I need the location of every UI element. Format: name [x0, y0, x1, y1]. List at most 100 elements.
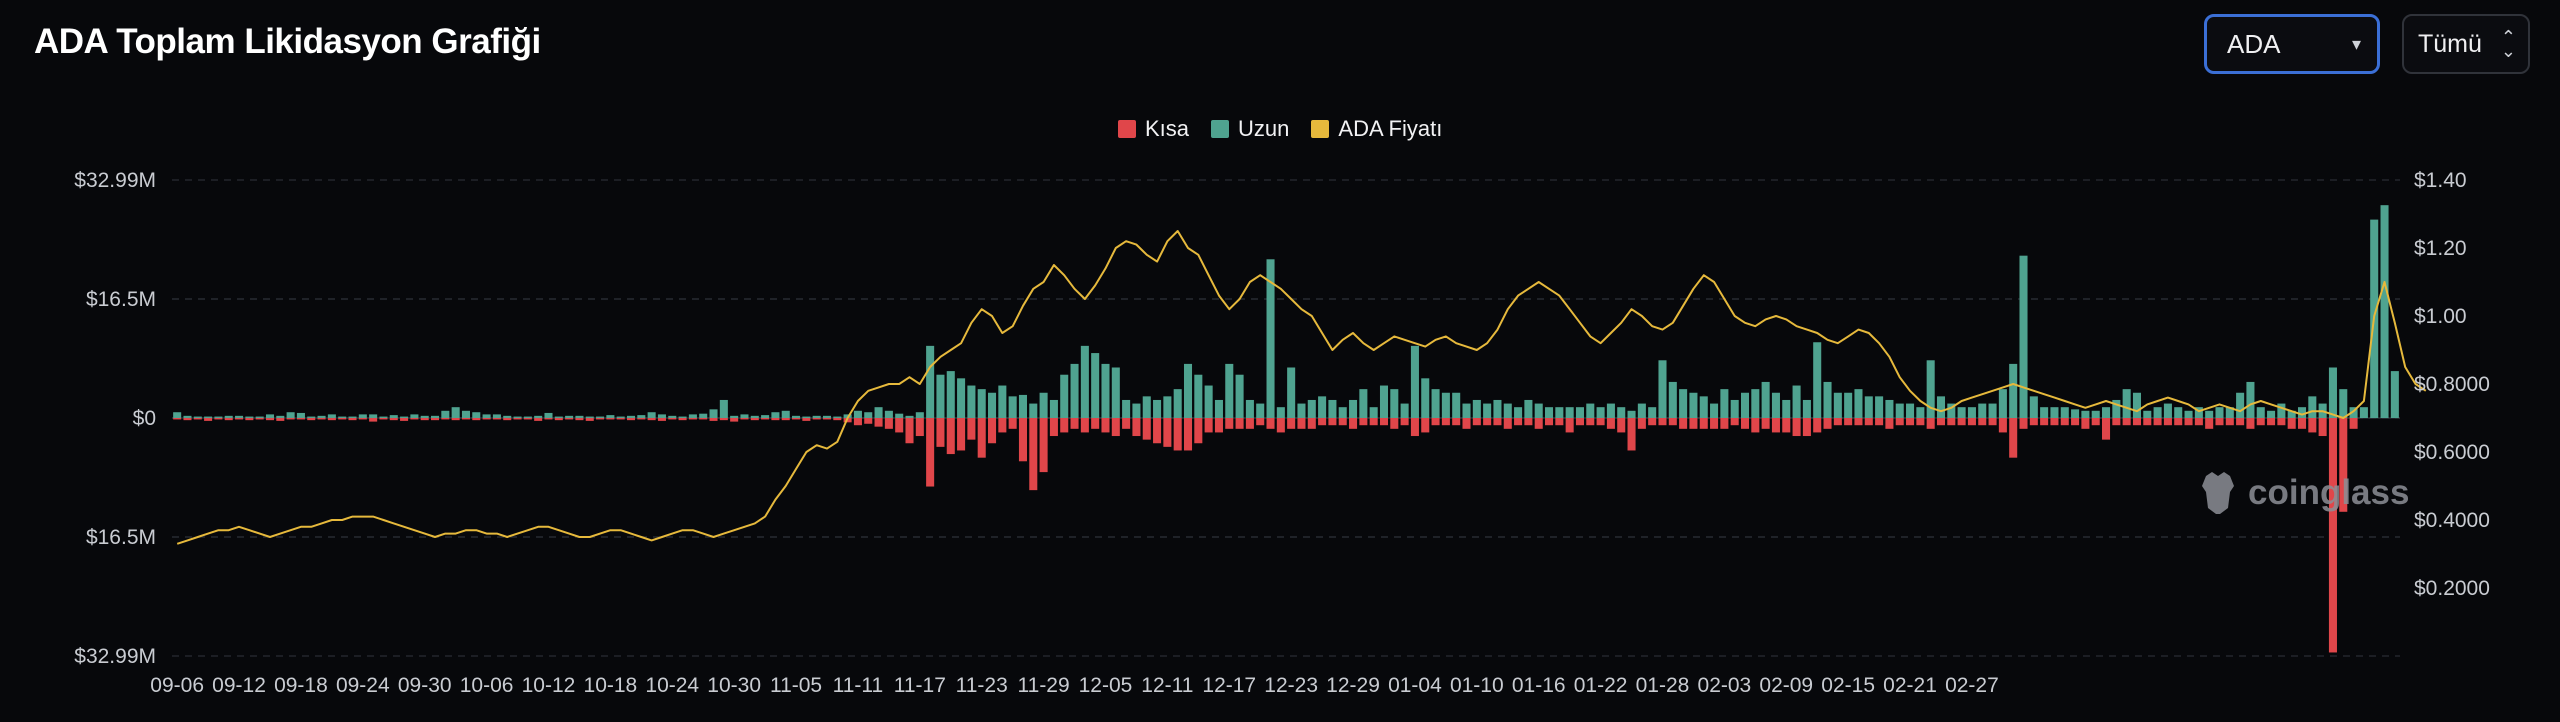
bar-short: [1225, 418, 1234, 429]
bar-long: [554, 416, 563, 418]
x-axis-tick-label: 12-23: [1264, 674, 1318, 697]
bar-short: [2328, 418, 2337, 653]
bar-short: [513, 418, 522, 420]
bar-short: [1648, 418, 1657, 426]
bar-long: [183, 415, 192, 418]
bar-long: [1998, 389, 2007, 418]
x-axis-tick-label: 02-15: [1821, 674, 1875, 697]
bar-long: [626, 415, 636, 418]
bar-long: [1441, 392, 1450, 418]
bar-short: [2174, 418, 2183, 426]
bar-long: [565, 415, 574, 418]
bar-short: [668, 418, 677, 420]
bar-short: [461, 418, 470, 420]
bar-long: [2050, 407, 2059, 418]
asset-select[interactable]: ADA ▾: [2204, 14, 2380, 74]
bar-short: [2236, 418, 2245, 426]
bar-long: [410, 414, 419, 418]
bar-long: [1854, 389, 1863, 418]
bar-long: [1658, 360, 1667, 418]
bar-long: [1338, 407, 1347, 418]
bar-short: [1854, 418, 1863, 426]
bar-long: [1266, 259, 1275, 418]
bar-short: [565, 418, 574, 420]
right-axis-tick-label: $1.40: [2414, 169, 2467, 192]
bar-long: [1916, 407, 1925, 418]
bar-long: [1833, 392, 1842, 418]
bar-short: [678, 418, 687, 421]
bar-long: [472, 412, 481, 418]
bar-long: [296, 412, 305, 418]
bar-long: [678, 416, 687, 418]
bar-long: [1802, 399, 1811, 418]
x-axis-tick-label: 02-03: [1698, 674, 1752, 697]
bar-short: [1307, 418, 1316, 429]
right-axis-tick-label: $0.8000: [2414, 373, 2490, 396]
bar-short: [2318, 418, 2327, 437]
bar-short: [1101, 418, 1110, 433]
bar-short: [1637, 418, 1646, 429]
bar-long: [915, 412, 924, 418]
bar-long: [1988, 403, 1997, 418]
bar-short: [1586, 418, 1595, 426]
bar-short: [2019, 418, 2028, 429]
bar-long: [1668, 381, 1677, 418]
bar-short: [2184, 418, 2193, 426]
bar-long: [1844, 392, 1853, 418]
bar-long: [1452, 392, 1461, 418]
bar-short: [2102, 418, 2111, 440]
x-axis-tick-label: 12-11: [1141, 674, 1193, 697]
bar-short: [1545, 418, 1554, 426]
bar-long: [1864, 396, 1873, 418]
bar-long: [451, 407, 460, 418]
bar-long: [874, 407, 883, 418]
legend-item-short[interactable]: Kısa: [1118, 116, 1189, 142]
bar-long: [2071, 409, 2080, 418]
bar-short: [853, 418, 862, 426]
bar-long: [1049, 399, 1058, 418]
bar-short: [977, 418, 986, 458]
bar-short: [1916, 418, 1925, 426]
page-title: ADA Toplam Likidasyon Grafiği: [34, 22, 541, 61]
bar-long: [400, 416, 409, 418]
bar-long: [1720, 389, 1729, 418]
bar-short: [1978, 418, 1987, 426]
bar-short: [1122, 418, 1131, 429]
bar-short: [2246, 418, 2255, 429]
bar-short: [1400, 418, 1409, 426]
bar-short: [730, 418, 739, 422]
bar-long: [482, 414, 491, 418]
bar-short: [2112, 418, 2121, 426]
left-axis-tick-label: $16.5M: [86, 526, 156, 549]
bar-short: [616, 418, 625, 420]
bar-short: [431, 418, 440, 421]
bar-short: [781, 418, 790, 421]
left-axis-tick-label: $32.99M: [74, 169, 156, 192]
bar-long: [1957, 407, 1966, 418]
bar-short: [472, 418, 481, 421]
bar-short: [2081, 418, 2090, 429]
bar-long: [699, 413, 708, 418]
legend-item-price[interactable]: ADA Fiyatı: [1311, 116, 1442, 142]
bar-long: [193, 416, 202, 418]
bar-short: [1049, 418, 1058, 437]
bar-short: [905, 418, 914, 444]
bar-short: [2215, 418, 2224, 426]
bar-short: [2163, 418, 2172, 426]
bar-short: [761, 418, 770, 420]
bar-short: [1462, 418, 1471, 429]
grid-layer: [172, 179, 2400, 657]
bar-short: [2267, 418, 2276, 426]
bar-short: [750, 418, 759, 421]
bar-short: [1833, 418, 1842, 426]
range-select[interactable]: Tümü ⌃ ⌄: [2402, 14, 2530, 74]
bar-long: [1307, 399, 1316, 418]
bar-short: [1008, 418, 1017, 429]
bar-short: [1710, 418, 1719, 429]
bar-short: [1266, 418, 1275, 429]
bar-short: [1988, 418, 1997, 426]
legend-item-long[interactable]: Uzun: [1211, 116, 1289, 142]
bar-short: [1503, 418, 1512, 429]
bar-short: [1699, 418, 1708, 429]
bar-long: [1761, 381, 1770, 418]
